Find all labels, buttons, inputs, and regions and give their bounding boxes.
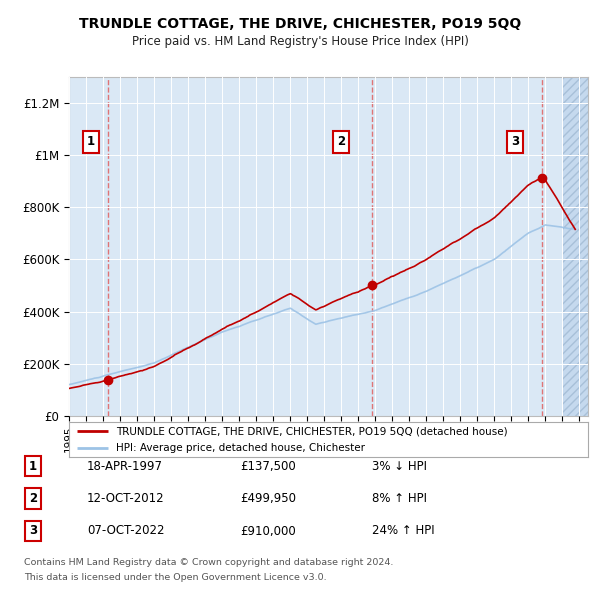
Text: 3: 3 <box>511 136 519 149</box>
Text: TRUNDLE COTTAGE, THE DRIVE, CHICHESTER, PO19 5QQ: TRUNDLE COTTAGE, THE DRIVE, CHICHESTER, … <box>79 17 521 31</box>
Bar <box>562 77 588 416</box>
Text: 2: 2 <box>337 136 346 149</box>
Text: 12-OCT-2012: 12-OCT-2012 <box>87 492 164 505</box>
Text: Contains HM Land Registry data © Crown copyright and database right 2024.: Contains HM Land Registry data © Crown c… <box>24 558 394 568</box>
Text: This data is licensed under the Open Government Licence v3.0.: This data is licensed under the Open Gov… <box>24 572 326 582</box>
Text: £910,000: £910,000 <box>240 525 296 537</box>
Text: 18-APR-1997: 18-APR-1997 <box>87 460 163 473</box>
Text: 07-OCT-2022: 07-OCT-2022 <box>87 525 164 537</box>
Text: 8% ↑ HPI: 8% ↑ HPI <box>372 492 427 505</box>
Text: TRUNDLE COTTAGE, THE DRIVE, CHICHESTER, PO19 5QQ (detached house): TRUNDLE COTTAGE, THE DRIVE, CHICHESTER, … <box>116 427 508 437</box>
Bar <box>562 77 588 416</box>
Text: 1: 1 <box>87 136 95 149</box>
Text: 2: 2 <box>29 492 37 505</box>
Text: 1: 1 <box>29 460 37 473</box>
Text: 3: 3 <box>29 525 37 537</box>
Text: Price paid vs. HM Land Registry's House Price Index (HPI): Price paid vs. HM Land Registry's House … <box>131 35 469 48</box>
Text: £499,950: £499,950 <box>240 492 296 505</box>
Text: £137,500: £137,500 <box>240 460 296 473</box>
Text: HPI: Average price, detached house, Chichester: HPI: Average price, detached house, Chic… <box>116 442 365 453</box>
Text: 3% ↓ HPI: 3% ↓ HPI <box>372 460 427 473</box>
Text: 24% ↑ HPI: 24% ↑ HPI <box>372 525 434 537</box>
